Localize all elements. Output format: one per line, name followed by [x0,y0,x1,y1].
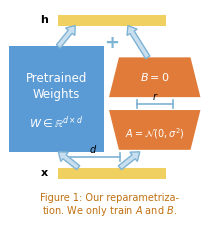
Text: r: r [153,92,157,102]
FancyArrow shape [118,152,140,170]
Text: $A = \mathcal{N}(0,\sigma^2)$: $A = \mathcal{N}(0,\sigma^2)$ [125,127,185,141]
FancyArrow shape [56,26,75,48]
Text: $W \in \mathbb{R}^{d\times d}$: $W \in \mathbb{R}^{d\times d}$ [29,114,84,131]
Bar [9,47,104,152]
Bar [58,168,166,179]
Text: Figure 1: Our reparametriza-: Figure 1: Our reparametriza- [40,193,180,202]
Polygon shape [109,57,200,97]
Text: $B = 0$: $B = 0$ [140,71,170,83]
Bar [58,15,166,26]
FancyArrow shape [127,26,150,59]
Text: h: h [40,15,48,25]
Text: Weights: Weights [33,88,80,101]
Text: Pretrained: Pretrained [26,72,87,85]
Text: x: x [41,168,48,178]
FancyArrow shape [58,152,80,170]
Text: +: + [104,34,119,53]
Text: d: d [90,145,96,155]
Text: tion. We only train $A$ and $B$.: tion. We only train $A$ and $B$. [42,204,178,219]
Polygon shape [109,110,200,150]
